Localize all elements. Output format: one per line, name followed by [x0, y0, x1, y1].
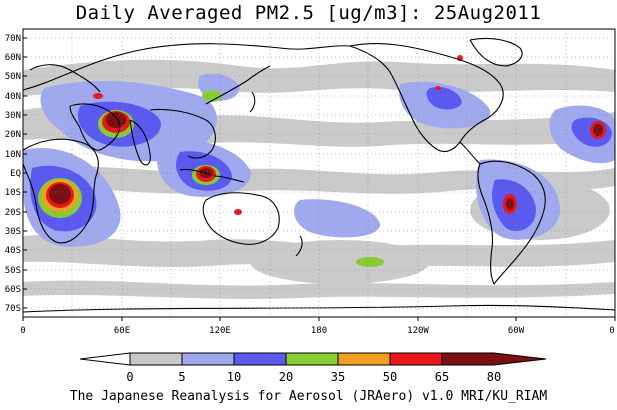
colorbar-swatch-6	[389, 352, 443, 366]
lat-label: 70N	[5, 34, 21, 44]
colorbar-tick: 50	[383, 370, 397, 384]
colorbar-swatch-5	[337, 352, 391, 366]
lat-label: EQ	[10, 169, 21, 179]
lat-label: 60S	[5, 285, 21, 295]
colorbar-tick: 5	[178, 370, 185, 384]
lat-label: 50N	[5, 72, 21, 82]
lat-label: 10S	[5, 188, 21, 198]
lat-label: 30S	[5, 227, 21, 237]
lat-label: 50S	[5, 266, 21, 276]
lon-label: 180	[311, 326, 327, 336]
colorbar-tick: 20	[279, 370, 293, 384]
lat-label: 60N	[5, 53, 21, 63]
coastlines	[22, 37, 616, 313]
frame-ticks	[22, 37, 616, 321]
lat-label: 40S	[5, 246, 21, 256]
lat-label: 20S	[5, 208, 21, 218]
colorbar	[79, 352, 547, 366]
lon-label: 120E	[209, 326, 231, 336]
footer-credit: The Japanese Reanalysis for Aerosol (JRA…	[69, 389, 548, 404]
lon-label: 0	[609, 326, 614, 336]
colorbar-tick: 10	[227, 370, 241, 384]
lon-label: 0	[20, 326, 25, 336]
lat-label: 30N	[5, 111, 21, 121]
colorbar-swatch-2	[181, 352, 235, 366]
colorbar-tick: 80	[487, 370, 501, 384]
colorbar-swatch-3	[233, 352, 287, 366]
colorbar-swatch-1	[129, 352, 183, 366]
colorbar-tick: 65	[435, 370, 449, 384]
lat-label: 20N	[5, 130, 21, 140]
lon-label: 120W	[407, 326, 429, 336]
lat-label: 70S	[5, 304, 21, 314]
lon-label: 60E	[114, 326, 130, 336]
latitude-labels: 70N 60N 50N 40N 30N 20N 10N EQ 10S 20S 3…	[5, 34, 21, 314]
colorbar-ticks: 0 5 10 20 35 50 65 80	[126, 370, 501, 384]
lat-label: 40N	[5, 92, 21, 102]
colorbar-swatch-0	[79, 352, 131, 366]
graticule	[23, 29, 615, 317]
concentration-hotspots	[38, 55, 606, 267]
colorbar-swatch-7	[441, 352, 547, 366]
lon-label: 60W	[508, 326, 525, 336]
colorbar-tick: 35	[331, 370, 345, 384]
longitude-labels: 0 60E 120E 180 120W 60W 0	[20, 326, 614, 336]
colorbar-swatch-4	[285, 352, 339, 366]
map-title: Daily Averaged PM2.5 [ug/m3]: 25Aug2011	[75, 2, 542, 24]
lat-label: 10N	[5, 150, 21, 160]
colorbar-tick: 0	[126, 370, 133, 384]
